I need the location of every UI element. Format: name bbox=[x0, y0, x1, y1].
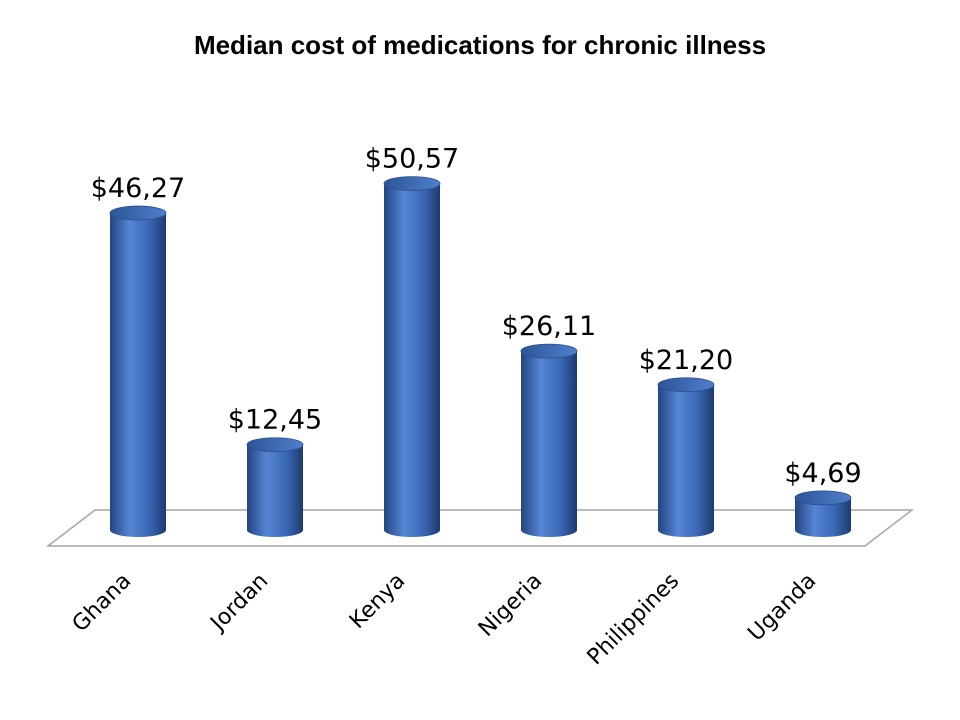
bar-body bbox=[384, 183, 440, 537]
data-label: $46,27 bbox=[91, 173, 185, 204]
chart-floor bbox=[45, 509, 915, 547]
bar-body bbox=[521, 351, 577, 537]
bar-nigeria bbox=[520, 343, 578, 537]
bar-cap bbox=[520, 343, 578, 359]
bar-body bbox=[110, 213, 166, 537]
bar-ghana bbox=[109, 205, 167, 537]
bar-jordan bbox=[246, 437, 304, 537]
data-label: $12,45 bbox=[228, 405, 322, 436]
x-tick-label: Jordan bbox=[205, 569, 274, 638]
bar-body bbox=[658, 384, 714, 537]
bar-body bbox=[795, 497, 851, 537]
data-label: $21,20 bbox=[639, 345, 733, 376]
data-label: $26,11 bbox=[502, 311, 596, 342]
bar-cap bbox=[657, 377, 715, 393]
bar-body bbox=[247, 444, 303, 537]
chart-title: Median cost of medications for chronic i… bbox=[193, 30, 767, 60]
bar-cap bbox=[383, 176, 441, 191]
x-tick-label: Uganda bbox=[743, 569, 821, 647]
x-tick-label: Kenya bbox=[345, 569, 410, 634]
data-label: $4,69 bbox=[784, 458, 861, 489]
bar-philippines bbox=[657, 377, 715, 537]
bar-kenya bbox=[383, 176, 441, 537]
bar-cap bbox=[794, 490, 852, 506]
bar-uganda bbox=[794, 490, 852, 537]
bar-cap bbox=[246, 437, 304, 453]
x-tick-label: Nigeria bbox=[474, 569, 547, 642]
x-tick-label: Philippines bbox=[583, 569, 684, 670]
data-label: $50,57 bbox=[365, 144, 459, 175]
bar-cap bbox=[109, 205, 167, 221]
x-tick-label: Ghana bbox=[68, 569, 137, 638]
